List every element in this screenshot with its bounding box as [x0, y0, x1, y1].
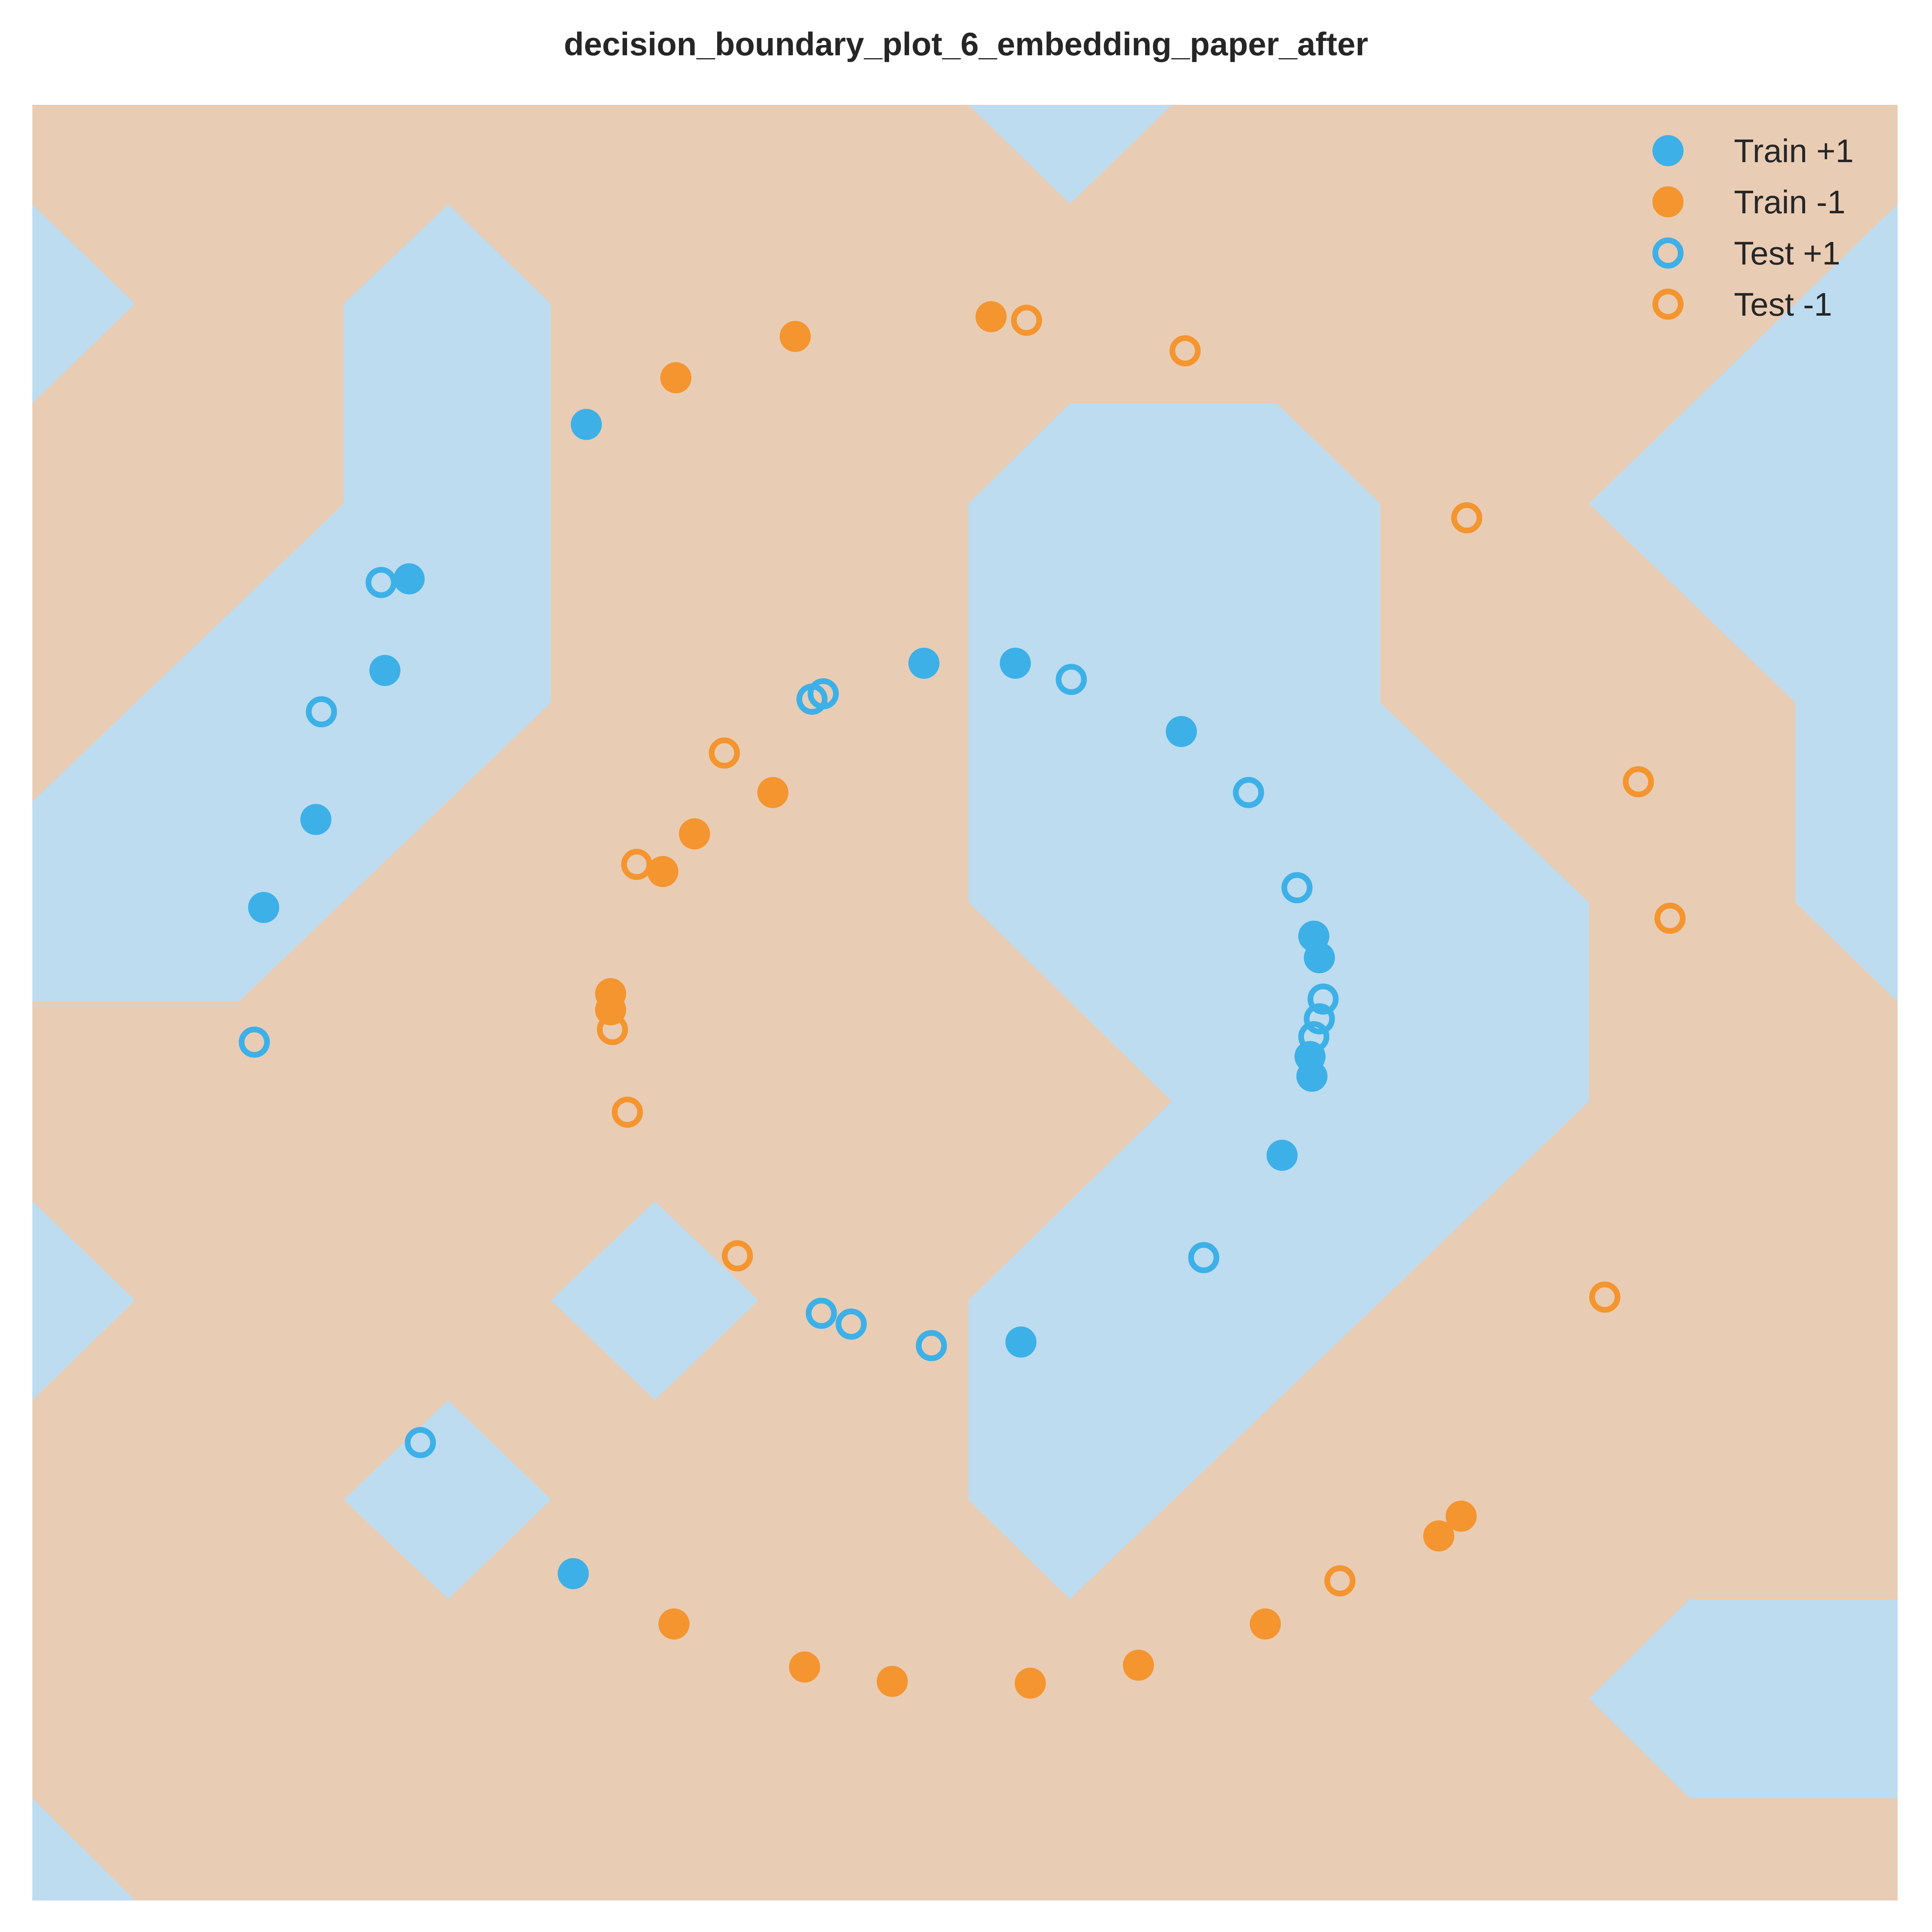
point-neg-filled [660, 362, 692, 393]
point-neg-hollow [1324, 1565, 1356, 1597]
point-neg-hollow [621, 849, 652, 880]
legend-marker-neg-filled [1652, 186, 1684, 217]
point-neg-filled [1445, 1500, 1477, 1532]
point-pos-filled [571, 409, 602, 440]
legend-label: Test +1 [1734, 235, 1840, 271]
point-pos-filled [1005, 1326, 1037, 1358]
decision-regions [32, 105, 1898, 1900]
point-pos-filled [908, 648, 940, 679]
point-pos-hollow [835, 1308, 867, 1340]
legend-label: Train +1 [1734, 133, 1854, 169]
legend-label: Train -1 [1734, 184, 1846, 220]
chart-title: decision_boundary_plot_6_embedding_paper… [564, 26, 1368, 62]
point-neg-hollow [1623, 766, 1654, 798]
legend-marker-pos-hollow [1652, 237, 1684, 269]
point-pos-hollow [796, 683, 828, 715]
region-negative-background [32, 105, 1898, 1900]
point-pos-filled [393, 563, 425, 594]
legend: Train +1 Train -1 Test +1 Test -1 [1652, 133, 1854, 323]
point-neg-filled [1123, 1650, 1154, 1681]
point-pos-hollow [306, 696, 337, 728]
point-pos-hollow [916, 1330, 947, 1361]
point-pos-hollow [1298, 1021, 1329, 1053]
region-positive [1589, 1599, 1898, 1798]
point-pos-filled [369, 655, 401, 686]
point-pos-hollow [366, 567, 397, 598]
point-pos-hollow [1307, 983, 1339, 1015]
point-neg-hollow [722, 1240, 753, 1272]
point-pos-filled [300, 804, 332, 835]
point-neg-filled [658, 1608, 690, 1640]
legend-marker-neg-hollow [1652, 289, 1684, 320]
point-neg-filled [779, 321, 811, 352]
point-neg-hollow [597, 1014, 628, 1045]
data-points [239, 301, 1686, 1699]
point-neg-filled [679, 818, 710, 850]
point-neg-filled [1250, 1608, 1281, 1640]
point-neg-filled [757, 777, 789, 808]
region-positive [344, 1400, 551, 1599]
point-pos-filled [1166, 716, 1197, 747]
point-neg-filled [789, 1651, 820, 1683]
point-pos-hollow [239, 1026, 270, 1058]
point-neg-hollow [1451, 502, 1483, 533]
region-positive [32, 204, 135, 403]
point-pos-filled [1000, 648, 1031, 679]
point-neg-hollow [1169, 335, 1201, 366]
region-positive [32, 204, 551, 1002]
point-pos-filled [248, 892, 280, 923]
point-pos-hollow [806, 1297, 837, 1329]
point-pos-hollow [1188, 1242, 1219, 1273]
point-pos-hollow [1281, 872, 1313, 904]
point-neg-filled [975, 301, 1007, 332]
point-neg-filled [876, 1665, 908, 1697]
region-positive [551, 1201, 758, 1400]
point-neg-hollow [709, 737, 740, 769]
point-pos-filled [1304, 942, 1335, 974]
point-neg-filled [1015, 1668, 1046, 1699]
legend-marker-pos-filled [1652, 135, 1684, 166]
region-positive [32, 1798, 135, 1900]
point-neg-filled [1423, 1520, 1454, 1552]
point-pos-hollow [1304, 1003, 1335, 1035]
point-pos-filled [557, 1558, 589, 1589]
point-pos-filled [1266, 1139, 1298, 1171]
point-pos-hollow [404, 1427, 436, 1458]
region-positive [1589, 204, 1898, 1002]
legend-label: Test -1 [1734, 286, 1832, 323]
region-positive [968, 403, 1589, 1599]
region-positive [32, 1201, 135, 1400]
point-pos-hollow [1233, 777, 1264, 808]
point-pos-hollow [1056, 664, 1087, 695]
point-neg-hollow [612, 1096, 643, 1128]
region-positive [968, 105, 1172, 204]
point-neg-filled [647, 856, 679, 887]
point-neg-hollow [1654, 902, 1686, 934]
point-neg-hollow [1011, 305, 1042, 336]
point-neg-hollow [1589, 1281, 1621, 1313]
